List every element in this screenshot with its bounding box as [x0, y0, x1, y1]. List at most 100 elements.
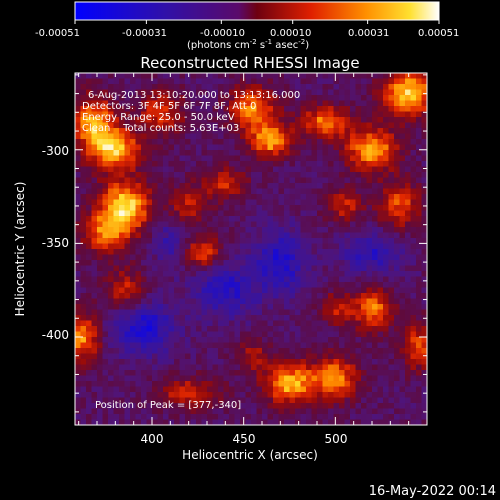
heatmap-cell — [251, 414, 257, 420]
heatmap-cell — [399, 89, 406, 96]
heatmap-cell — [234, 353, 241, 360]
heatmap-cell — [102, 287, 109, 294]
heatmap-cell — [108, 403, 114, 409]
heatmap-cell — [229, 337, 235, 343]
heatmap-cell — [196, 78, 202, 85]
heatmap-cell — [377, 166, 384, 173]
heatmap-cell — [80, 397, 87, 404]
heatmap-cell — [355, 304, 362, 310]
heatmap-cell — [86, 337, 92, 343]
heatmap-cell — [135, 271, 142, 277]
heatmap-cell — [251, 232, 257, 239]
heatmap-cell — [196, 155, 202, 162]
heatmap-cell — [416, 304, 422, 310]
heatmap-cell — [130, 144, 136, 151]
heatmap-cell — [190, 359, 197, 365]
heatmap-cell — [201, 276, 208, 283]
heatmap-cell — [234, 364, 241, 371]
heatmap-cell — [388, 227, 395, 233]
heatmap-cell — [130, 100, 136, 107]
heatmap-cell — [141, 100, 147, 107]
heatmap-cell — [179, 375, 186, 382]
heatmap-cell — [152, 364, 158, 371]
heatmap-cell — [75, 392, 81, 398]
heatmap-cell — [273, 128, 279, 134]
heatmap-cell — [229, 177, 235, 184]
heatmap-cell — [361, 155, 367, 162]
heatmap-cell — [267, 331, 274, 338]
heatmap-cell — [146, 133, 153, 140]
heatmap-cell — [163, 298, 169, 305]
heatmap-cell — [267, 287, 274, 294]
heatmap-cell — [394, 100, 400, 107]
heatmap-cell — [317, 177, 323, 184]
heatmap-cell — [322, 216, 329, 222]
heatmap-cell — [399, 287, 406, 294]
heatmap-cell — [168, 216, 175, 222]
heatmap-cell — [179, 139, 186, 145]
heatmap-cell — [218, 260, 224, 266]
heatmap-cell — [130, 331, 136, 338]
heatmap-cell — [328, 304, 334, 310]
heatmap-cell — [124, 337, 131, 343]
heatmap-cell — [273, 260, 279, 266]
heatmap-cell — [383, 221, 389, 228]
heatmap-cell — [344, 348, 351, 354]
heatmap-cell — [234, 298, 241, 305]
heatmap-cell — [157, 243, 164, 250]
heatmap-cell — [410, 210, 417, 217]
heatmap-cell — [388, 320, 395, 327]
heatmap-cell — [416, 265, 422, 272]
heatmap-cell — [201, 122, 208, 129]
heatmap-cell — [229, 414, 235, 420]
heatmap-cell — [361, 408, 367, 415]
heatmap-cell — [289, 78, 296, 85]
heatmap-cell — [278, 221, 285, 228]
heatmap-cell — [124, 78, 131, 85]
heatmap-cell — [355, 122, 362, 129]
heatmap-cell — [267, 265, 274, 272]
heatmap-cell — [141, 150, 147, 156]
heatmap-cell — [190, 353, 197, 360]
heatmap-cell — [124, 260, 131, 266]
heatmap-cell — [141, 282, 147, 288]
heatmap-cell — [130, 408, 136, 415]
heatmap-cell — [262, 392, 268, 398]
heatmap-cell — [383, 375, 389, 382]
heatmap-cell — [295, 84, 301, 90]
heatmap-cell — [366, 205, 373, 211]
heatmap-cell — [284, 298, 290, 305]
heatmap-cell — [113, 287, 120, 294]
heatmap-cell — [196, 359, 202, 365]
heatmap-cell — [394, 282, 400, 288]
heatmap-cell — [311, 183, 318, 189]
heatmap-cell — [394, 183, 400, 189]
heatmap-cell — [91, 304, 98, 310]
heatmap-cell — [130, 150, 136, 156]
heatmap-cell — [262, 155, 268, 162]
heatmap-cell — [119, 337, 125, 343]
heatmap-cell — [399, 353, 406, 360]
heatmap-cell — [416, 106, 422, 112]
heatmap-cell — [421, 403, 428, 409]
heatmap-cell — [190, 260, 197, 266]
heatmap-cell — [207, 282, 213, 288]
heatmap-cell — [289, 298, 296, 305]
heatmap-cell — [157, 298, 164, 305]
heatmap-cell — [119, 122, 125, 129]
heatmap-cell — [190, 100, 197, 107]
heatmap-cell — [119, 276, 125, 283]
heatmap-cell — [317, 199, 323, 206]
heatmap-cell — [377, 353, 384, 360]
heatmap-cell — [295, 205, 301, 211]
heatmap-cell — [146, 260, 153, 266]
heatmap-cell — [267, 161, 274, 167]
heatmap-cell — [366, 364, 373, 371]
heatmap-cell — [278, 320, 285, 327]
heatmap-cell — [185, 210, 191, 217]
heatmap-cell — [146, 331, 153, 338]
heatmap-cell — [322, 188, 329, 195]
heatmap-cell — [333, 199, 340, 206]
heatmap-cell — [174, 205, 180, 211]
heatmap-cell — [212, 128, 219, 134]
